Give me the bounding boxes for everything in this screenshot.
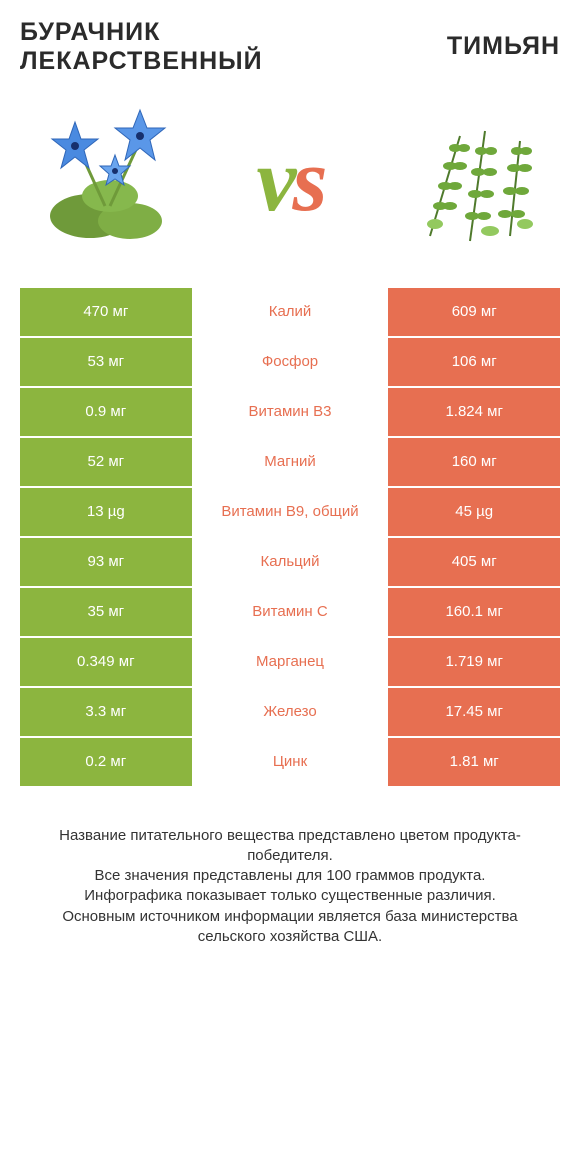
nutrient-name: Марганец <box>192 638 389 686</box>
nutrient-row: 0.2 мгЦинк1.81 мг <box>20 738 560 786</box>
value-right: 17.45 мг <box>388 688 560 736</box>
nutrient-table: 470 мгКалий609 мг53 мгФосфор106 мг0.9 мг… <box>20 288 560 786</box>
footer-line: Название питательного вещества представл… <box>28 826 552 867</box>
nutrient-row: 35 мгВитамин C160.1 мг <box>20 588 560 636</box>
footer-line: Все значения представлены для 100 граммо… <box>28 866 552 886</box>
nutrient-row: 93 мгКальций405 мг <box>20 538 560 586</box>
nutrient-row: 52 мгМагний160 мг <box>20 438 560 486</box>
value-left: 53 мг <box>20 338 192 386</box>
nutrient-name: Калий <box>192 288 389 336</box>
value-left: 93 мг <box>20 538 192 586</box>
value-left: 470 мг <box>20 288 192 336</box>
nutrient-name: Витамин C <box>192 588 389 636</box>
product-right-name: Тимьян <box>325 18 560 61</box>
nutrient-row: 0.9 мгВитамин B31.824 мг <box>20 388 560 436</box>
product-right-image <box>390 96 560 266</box>
nutrient-row: 0.349 мгМарганец1.719 мг <box>20 638 560 686</box>
value-right: 1.824 мг <box>388 388 560 436</box>
value-right: 106 мг <box>388 338 560 386</box>
vs-s: s <box>292 131 323 230</box>
value-right: 160.1 мг <box>388 588 560 636</box>
value-left: 35 мг <box>20 588 192 636</box>
footer-line: Основным источником информации является … <box>28 907 552 948</box>
comparison-infographic: Бурачник лекарственный Тимьян <box>0 0 580 1174</box>
nutrient-name: Кальций <box>192 538 389 586</box>
value-left: 0.9 мг <box>20 388 192 436</box>
value-left: 3.3 мг <box>20 688 192 736</box>
value-left: 52 мг <box>20 438 192 486</box>
value-right: 609 мг <box>388 288 560 336</box>
footer-line: Инфографика показывает только существенн… <box>28 886 552 906</box>
nutrient-row: 3.3 мгЖелезо17.45 мг <box>20 688 560 736</box>
nutrient-name: Магний <box>192 438 389 486</box>
value-right: 45 µg <box>388 488 560 536</box>
value-right: 1.719 мг <box>388 638 560 686</box>
images-row: vs <box>20 96 560 266</box>
nutrient-name: Фосфор <box>192 338 389 386</box>
vs-label: vs <box>257 129 324 232</box>
nutrient-name: Железо <box>192 688 389 736</box>
product-left-name: Бурачник лекарственный <box>20 18 325 76</box>
footer-notes: Название питательного вещества представл… <box>20 826 560 948</box>
vs-v: v <box>257 131 293 230</box>
value-left: 0.349 мг <box>20 638 192 686</box>
nutrient-row: 13 µgВитамин B9, общий45 µg <box>20 488 560 536</box>
value-right: 405 мг <box>388 538 560 586</box>
value-left: 13 µg <box>20 488 192 536</box>
nutrient-row: 53 мгФосфор106 мг <box>20 338 560 386</box>
header: Бурачник лекарственный Тимьян <box>20 18 560 76</box>
nutrient-name: Витамин B9, общий <box>192 488 389 536</box>
value-left: 0.2 мг <box>20 738 192 786</box>
nutrient-name: Витамин B3 <box>192 388 389 436</box>
product-left-image <box>20 96 190 266</box>
value-right: 1.81 мг <box>388 738 560 786</box>
value-right: 160 мг <box>388 438 560 486</box>
nutrient-row: 470 мгКалий609 мг <box>20 288 560 336</box>
nutrient-name: Цинк <box>192 738 389 786</box>
